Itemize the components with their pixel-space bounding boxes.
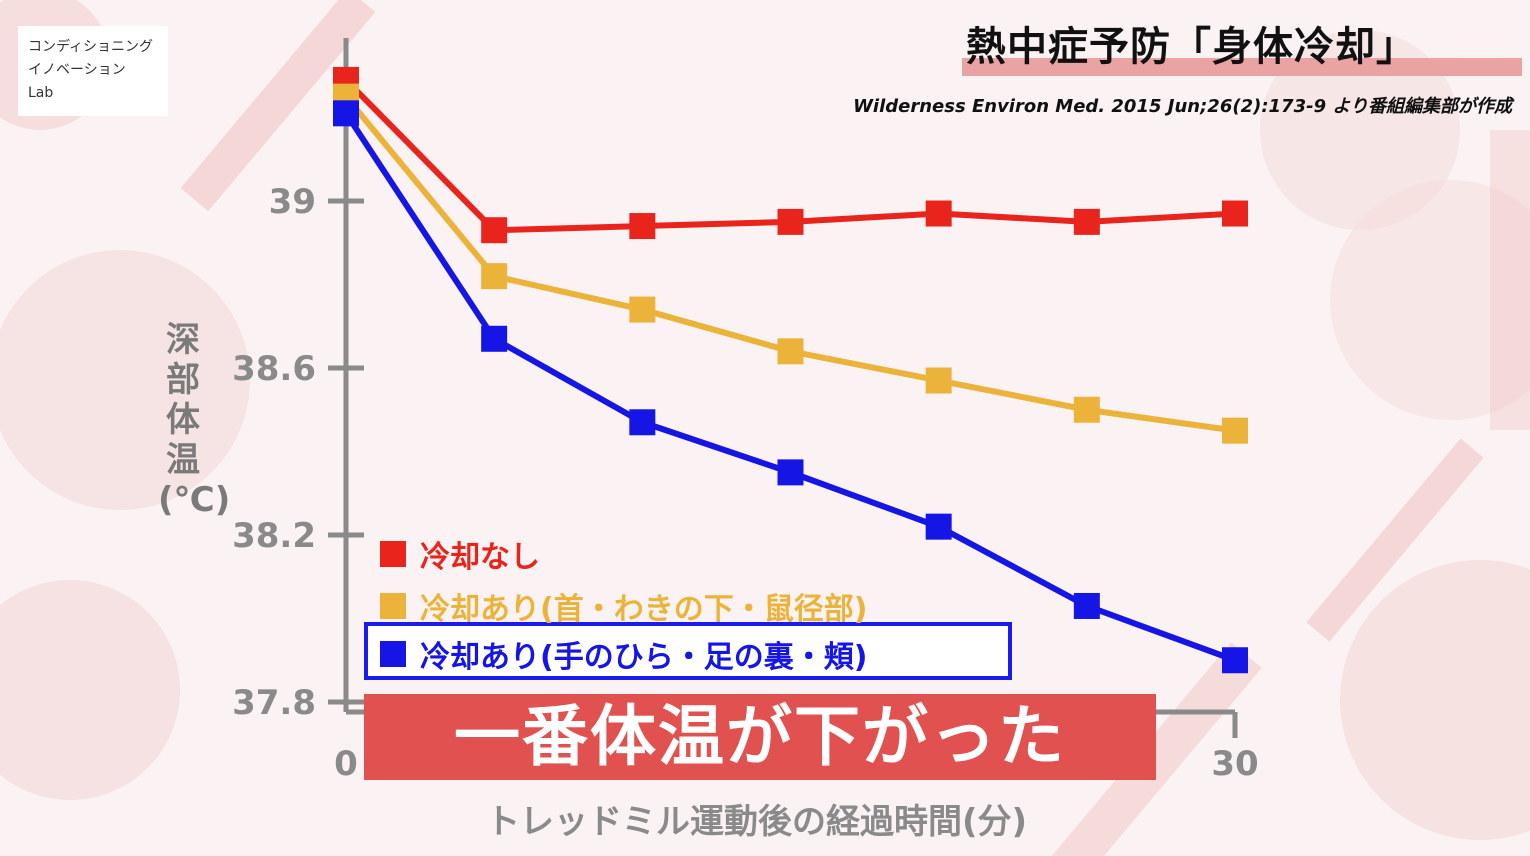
data-point-marker <box>925 200 952 227</box>
data-point-marker <box>481 263 508 290</box>
page-title: 熱中症予防「身体冷却」 <box>966 24 1417 70</box>
data-point-marker <box>481 325 508 352</box>
legend-swatch-1 <box>380 541 406 567</box>
legend-item-2: 冷却あり(首・わきの下・鼠径部) <box>380 584 867 628</box>
data-point-marker <box>925 513 952 540</box>
legend-item-3: 冷却あり(手のひら・足の裏・頬) <box>380 632 867 676</box>
brand-line-3: Lab <box>28 85 54 101</box>
brand-line-2: イノベーション <box>28 62 126 78</box>
data-point-marker <box>1073 592 1100 619</box>
data-point-marker <box>777 338 804 365</box>
data-point-marker <box>1222 200 1248 227</box>
x-axis-label: トレッドミル運動後の経過時間(分) <box>486 802 1028 842</box>
data-point-marker <box>777 208 804 235</box>
legend-highlight-box <box>364 622 1012 680</box>
y-tick-label: 38.2 <box>232 516 316 556</box>
title-underline <box>962 58 1522 76</box>
legend-label-2: 冷却あり(首・わきの下・鼠径部) <box>420 592 868 627</box>
data-point-marker <box>481 217 508 244</box>
y-axis-label: 深部体温(℃) <box>158 320 231 520</box>
legend-swatch-2 <box>380 593 406 619</box>
data-point-marker <box>333 100 359 127</box>
data-point-marker <box>925 367 952 394</box>
series-line-2 <box>343 94 1236 434</box>
x-tick-label: 30 <box>1211 744 1258 784</box>
brand-logo: コンディショニング イノベーション Lab <box>18 26 168 116</box>
legend-label-1: 冷却なし <box>420 540 540 575</box>
y-tick-label: 39 <box>269 182 316 222</box>
series-line-1 <box>343 77 1236 234</box>
data-point-marker <box>1222 417 1248 444</box>
data-point-marker <box>1073 396 1100 423</box>
y-tick-label: 37.8 <box>232 683 316 723</box>
source-citation: Wilderness Environ Med. 2015 Jun;26(2):1… <box>853 96 1512 117</box>
x-tick-label: 0 <box>334 744 358 784</box>
data-point-marker <box>629 213 656 240</box>
brand-line-1: コンディショニング <box>28 39 154 55</box>
data-point-marker <box>1222 647 1248 674</box>
data-point-marker <box>629 409 656 436</box>
legend-swatch-3 <box>380 641 406 667</box>
data-point-marker <box>777 459 804 486</box>
legend-item-1: 冷却なし <box>380 532 540 576</box>
data-point-marker <box>629 296 656 323</box>
series-line-3 <box>343 111 1237 664</box>
headline-banner: 一番体温が下がった <box>364 694 1156 780</box>
data-point-marker <box>1073 208 1100 235</box>
legend-label-3: 冷却あり(手のひら・足の裏・頬) <box>420 640 868 675</box>
y-tick-label: 38.6 <box>232 349 316 389</box>
